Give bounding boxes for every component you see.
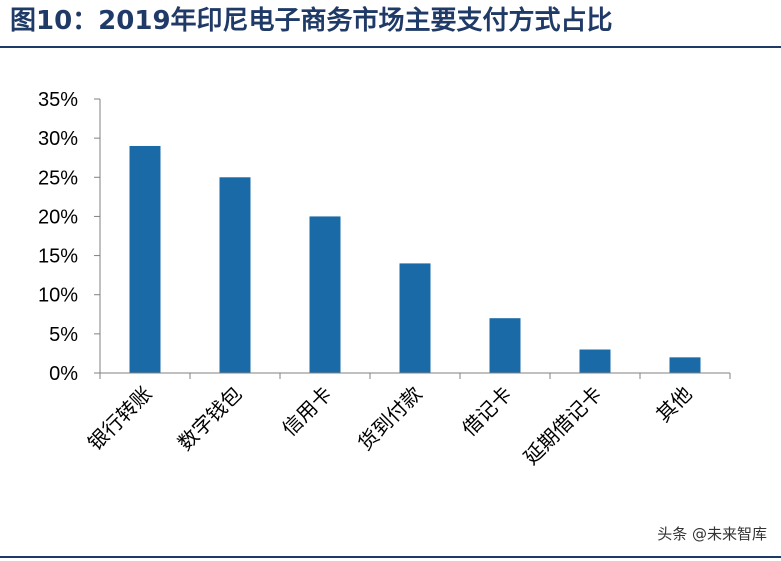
bar <box>219 177 251 373</box>
x-category-label: 货到付款 <box>353 382 427 456</box>
bar <box>309 216 341 373</box>
y-tick-label: 30% <box>38 128 78 150</box>
bars <box>129 145 701 373</box>
title-divider <box>0 46 781 48</box>
y-tick-label: 5% <box>49 324 78 346</box>
y-tick-label: 20% <box>38 206 78 228</box>
y-tick-label: 0% <box>49 363 78 385</box>
y-tick-label: 25% <box>38 167 78 189</box>
bar <box>129 145 161 373</box>
x-category-label: 数字钱包 <box>173 382 247 456</box>
bar <box>579 349 611 373</box>
x-category-label: 信用卡 <box>277 382 336 441</box>
x-category-label: 银行转账 <box>83 382 157 456</box>
watermark: 头条 @未来智库 <box>657 525 767 543</box>
x-category-label: 借记卡 <box>457 382 516 441</box>
y-tick-label: 35% <box>38 89 78 111</box>
bar <box>399 263 431 373</box>
bar <box>489 318 521 373</box>
y-tick-label: 10% <box>38 285 78 307</box>
bottom-divider <box>0 556 781 558</box>
y-axis: 0% 5% 10% 15% 20% 25% 30% 35% <box>38 89 101 385</box>
x-axis: 银行转账 数字钱包 信用卡 货到付款 借记卡 延期借记卡 其他 <box>83 372 731 470</box>
bar <box>669 357 701 373</box>
y-tick-label: 15% <box>38 246 78 268</box>
figure-title: 图10：2019年印尼电子商务市场主要支付方式占比 <box>10 6 613 36</box>
x-category-label: 延期借记卡 <box>519 382 607 470</box>
x-category-label: 其他 <box>651 382 696 427</box>
